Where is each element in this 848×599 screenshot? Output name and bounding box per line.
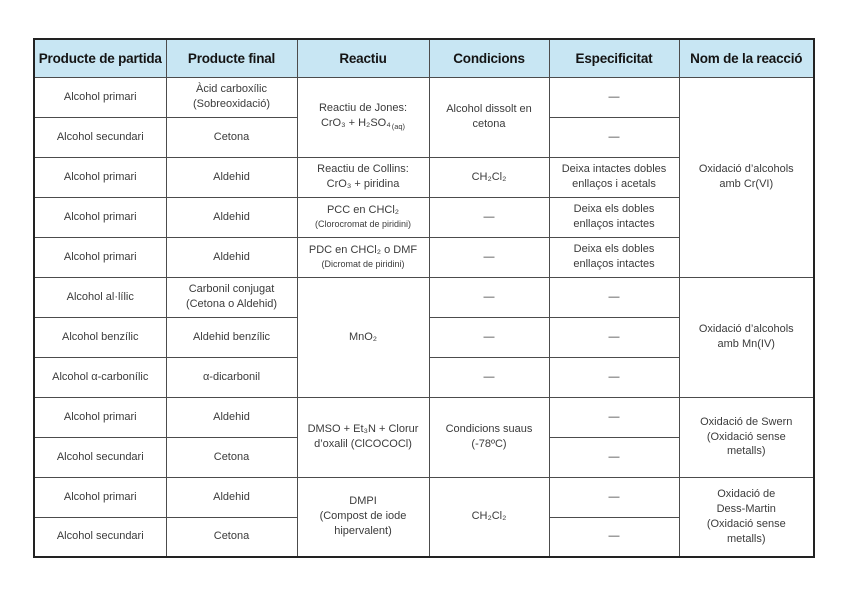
cell-spec-g0r4: Deixa els dobles enllaços intactes bbox=[548, 236, 680, 278]
cell-spec-g0r0: — bbox=[548, 76, 680, 118]
cell-reaction-name-cr6: Oxidació d’alcohols amb Cr(VI) bbox=[678, 76, 815, 278]
header-row: Producte de partida Producte final React… bbox=[33, 38, 815, 78]
table-row: Alcohol primari Aldehid Reactiu de Colli… bbox=[33, 156, 814, 198]
cell-start-g1r2: Alcohol α-carbonílic bbox=[33, 356, 167, 398]
col-header-producte-final: Producte final bbox=[165, 38, 298, 78]
cell-final-g2r0: Aldehid bbox=[165, 396, 298, 438]
oxidation-reactions-table: Producte de partida Producte final React… bbox=[33, 38, 815, 558]
cell-cond-g1r1: — bbox=[428, 316, 550, 358]
table-row: Alcohol α-carbonílic α-dicarbonil — — bbox=[33, 356, 814, 398]
reactiu-jones-text: Reactiu de Jones: CrO₃ + H₂SO₄ bbox=[318, 102, 408, 130]
reactiu-jones-aq-subscript: (aq) bbox=[391, 122, 406, 132]
cell-cond-g2-shared: Condicions suaus (-78ºC) bbox=[428, 396, 550, 478]
cell-spec-g0r1: — bbox=[548, 116, 680, 158]
cell-spec-g2r0: — bbox=[548, 396, 680, 438]
cell-cond-g0-shared: Alcohol dissolt en cetona bbox=[428, 76, 550, 158]
cell-reactiu-mno2: MnO₂ bbox=[296, 276, 430, 398]
table-row: Alcohol primari Aldehid DMSO + Et₃N + Cl… bbox=[33, 396, 815, 478]
cell-cond-g0r4: — bbox=[428, 236, 550, 278]
reactiu-pcc-note: (Clorocromat de piridini) bbox=[314, 219, 412, 230]
cell-spec-g1r2: — bbox=[548, 356, 680, 398]
cell-start-g0r3: Alcohol primari bbox=[33, 196, 167, 238]
cell-reactiu-collins: Reactiu de Collins: CrO₃ + piridina bbox=[296, 156, 430, 198]
cell-start-g3r0: Alcohol primari bbox=[33, 476, 167, 518]
cell-cond-g1r0: — bbox=[428, 276, 550, 318]
reactiu-pcc-main: PCC en CHCl₂ bbox=[326, 204, 400, 217]
table-row: Alcohol primari Aldehid PDC en CHCl₂ o D… bbox=[33, 236, 814, 278]
cell-cond-g0r3: — bbox=[428, 196, 550, 238]
cell-final-g1r2: α-dicarbonil bbox=[165, 356, 298, 398]
cell-spec-g3r0: — bbox=[548, 476, 680, 518]
cell-start-g1r1: Alcohol benzílic bbox=[33, 316, 167, 358]
col-header-producte-de-partida: Producte de partida bbox=[33, 38, 167, 78]
cell-final-g0r1: Cetona bbox=[165, 116, 298, 158]
cell-final-g1r0: Carbonil conjugat (Cetona o Aldehid) bbox=[165, 276, 298, 318]
table-row: Alcohol primari Aldehid DMPI (Compost de… bbox=[33, 476, 815, 558]
cell-spec-g1r0: — bbox=[548, 276, 680, 318]
table-row: Alcohol primari Àcid carboxílic (Sobreox… bbox=[33, 76, 815, 278]
cell-start-g0r1: Alcohol secundari bbox=[33, 116, 167, 158]
cell-reactiu-swern: DMSO + Et₃N + Clorur d’oxalil (ClCOCOCl) bbox=[296, 396, 430, 478]
cell-final-g3r0: Aldehid bbox=[165, 476, 298, 518]
table-row: Alcohol secundari Cetona — bbox=[33, 516, 814, 558]
cell-start-g0r4: Alcohol primari bbox=[33, 236, 167, 278]
cell-start-g0r2: Alcohol primari bbox=[33, 156, 167, 198]
cell-reactiu-pcc: PCC en CHCl₂ (Clorocromat de piridini) bbox=[296, 196, 430, 238]
col-header-especificitat: Especificitat bbox=[548, 38, 680, 78]
cell-reactiu-jones: Reactiu de Jones: CrO₃ + H₂SO₄(aq) bbox=[296, 76, 430, 158]
cell-cond-g1r2: — bbox=[428, 356, 550, 398]
cell-cond-g3-shared: CH₂Cl₂ bbox=[428, 476, 550, 558]
cell-reactiu-dmpi: DMPI (Compost de iode hipervalent) bbox=[296, 476, 430, 558]
col-header-nom-de-la-reaccio: Nom de la reacció bbox=[678, 38, 815, 78]
cell-spec-g0r2: Deixa intactes dobles enllaços i acetals bbox=[548, 156, 680, 198]
cell-start-g0r0: Alcohol primari bbox=[33, 76, 167, 118]
cell-final-g0r0: Àcid carboxílic (Sobreoxidació) bbox=[165, 76, 298, 118]
cell-start-g2r1: Alcohol secundari bbox=[33, 436, 167, 478]
col-header-reactiu: Reactiu bbox=[296, 38, 430, 78]
cell-reaction-name-swern: Oxidació de Swern (Oxidació sense metall… bbox=[678, 396, 815, 478]
cell-final-g0r2: Aldehid bbox=[165, 156, 298, 198]
cell-final-g0r4: Aldehid bbox=[165, 236, 298, 278]
cell-start-g2r0: Alcohol primari bbox=[33, 396, 167, 438]
cell-final-g3r1: Cetona bbox=[165, 516, 298, 558]
cell-start-g3r1: Alcohol secundari bbox=[33, 516, 167, 558]
cell-final-g2r1: Cetona bbox=[165, 436, 298, 478]
cell-final-g0r3: Aldehid bbox=[165, 196, 298, 238]
table-row: Alcohol benzílic Aldehid benzílic — — bbox=[33, 316, 814, 358]
cell-spec-g2r1: — bbox=[548, 436, 680, 478]
table-row: Alcohol primari Aldehid PCC en CHCl₂ (Clo… bbox=[33, 196, 814, 238]
cell-final-g1r1: Aldehid benzílic bbox=[165, 316, 298, 358]
cell-start-g1r0: Alcohol al·lílic bbox=[33, 276, 167, 318]
cell-reaction-name-dess-martin: Oxidació de Dess-Martin (Oxidació sense … bbox=[678, 476, 815, 558]
cell-spec-g1r1: — bbox=[548, 316, 680, 358]
table-row: Alcohol al·lílic Carbonil conjugat (Ceto… bbox=[33, 276, 815, 398]
oxidation-reactions-table-wrap: Producte de partida Producte final React… bbox=[33, 38, 815, 558]
cell-reaction-name-mn4: Oxidació d’alcohols amb Mn(IV) bbox=[678, 276, 815, 398]
reactiu-pdc-note: (Dicromat de piridini) bbox=[321, 259, 405, 270]
cell-cond-g0r2: CH₂Cl₂ bbox=[428, 156, 550, 198]
col-header-condicions: Condicions bbox=[428, 38, 550, 78]
cell-reactiu-pdc: PDC en CHCl₂ o DMF (Dicromat de piridini) bbox=[296, 236, 430, 278]
cell-spec-g0r3: Deixa els dobles enllaços intactes bbox=[548, 196, 680, 238]
cell-spec-g3r1: — bbox=[548, 516, 680, 558]
reactiu-pdc-main: PDC en CHCl₂ o DMF bbox=[308, 244, 418, 257]
table-row: Alcohol secundari Cetona — bbox=[33, 116, 814, 158]
